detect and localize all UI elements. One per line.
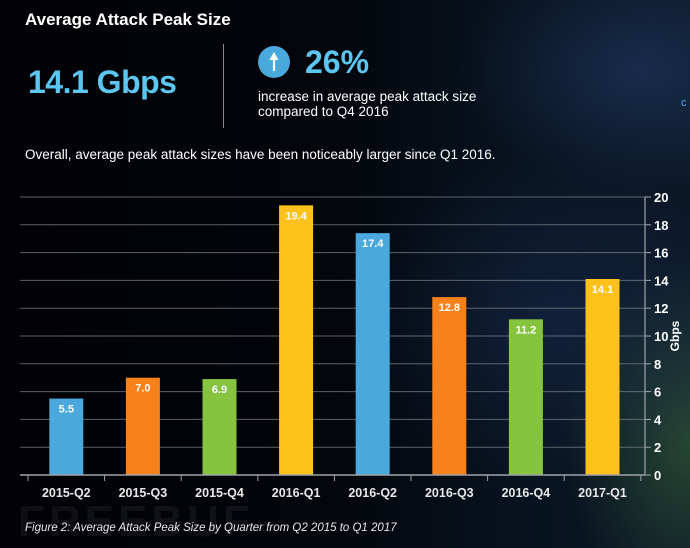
bar-value-label: 7.0 bbox=[135, 383, 150, 395]
y-axis-title: Gbps bbox=[668, 320, 682, 351]
x-category-label: 2016-Q4 bbox=[502, 486, 551, 500]
y-tick-label: 0 bbox=[654, 468, 661, 483]
figure-caption: Figure 2: Average Attack Peak Size by Qu… bbox=[25, 522, 397, 534]
y-tick-label: 10 bbox=[654, 329, 668, 344]
bar-value-label: 14.1 bbox=[592, 284, 613, 296]
x-category-label: 2016-Q3 bbox=[425, 486, 474, 500]
change-percent: 26% bbox=[305, 44, 370, 80]
bar-value-label: 12.8 bbox=[439, 302, 460, 314]
bar bbox=[355, 233, 390, 475]
x-category-label: 2015-Q3 bbox=[119, 486, 168, 500]
arrow-up-icon bbox=[258, 46, 290, 78]
bar bbox=[279, 205, 314, 475]
bar-value-label: 17.4 bbox=[362, 238, 384, 250]
y-tick-label: 12 bbox=[654, 301, 668, 316]
y-tick-label: 18 bbox=[654, 218, 668, 233]
average-peak-value: 14.1 Gbps bbox=[28, 64, 177, 100]
change-description: increase in average peak attack size com… bbox=[258, 89, 477, 119]
bar bbox=[585, 279, 620, 475]
bar-value-label: 5.5 bbox=[59, 404, 74, 416]
y-tick-label: 6 bbox=[654, 385, 661, 400]
bar bbox=[508, 319, 543, 475]
x-category-label: 2017-Q1 bbox=[578, 486, 627, 500]
bar-value-label: 6.9 bbox=[212, 384, 227, 396]
y-tick-label: 2 bbox=[654, 440, 661, 455]
bar bbox=[49, 398, 84, 475]
bar bbox=[125, 377, 160, 475]
watermark: FREEBUF bbox=[18, 497, 254, 546]
y-tick-label: 16 bbox=[654, 246, 668, 261]
bar bbox=[432, 297, 467, 475]
y-tick-label: 8 bbox=[654, 357, 661, 372]
x-category-label: 2016-Q2 bbox=[348, 486, 397, 500]
chart-subtitle: Overall, average peak attack sizes have … bbox=[25, 147, 496, 162]
bar bbox=[202, 379, 237, 475]
x-category-label: 2015-Q2 bbox=[42, 486, 91, 500]
y-tick-label: 20 bbox=[654, 190, 668, 205]
y-tick-label: 4 bbox=[654, 412, 662, 427]
edge-text-fragment: c bbox=[681, 97, 687, 109]
x-category-label: 2016-Q1 bbox=[272, 486, 321, 500]
bar-value-label: 19.4 bbox=[285, 210, 307, 222]
page-title: Average Attack Peak Size bbox=[25, 10, 231, 29]
divider bbox=[223, 44, 224, 128]
y-tick-label: 14 bbox=[654, 273, 669, 288]
x-category-label: 2015-Q4 bbox=[195, 486, 244, 500]
bar-value-label: 11.2 bbox=[515, 324, 536, 336]
